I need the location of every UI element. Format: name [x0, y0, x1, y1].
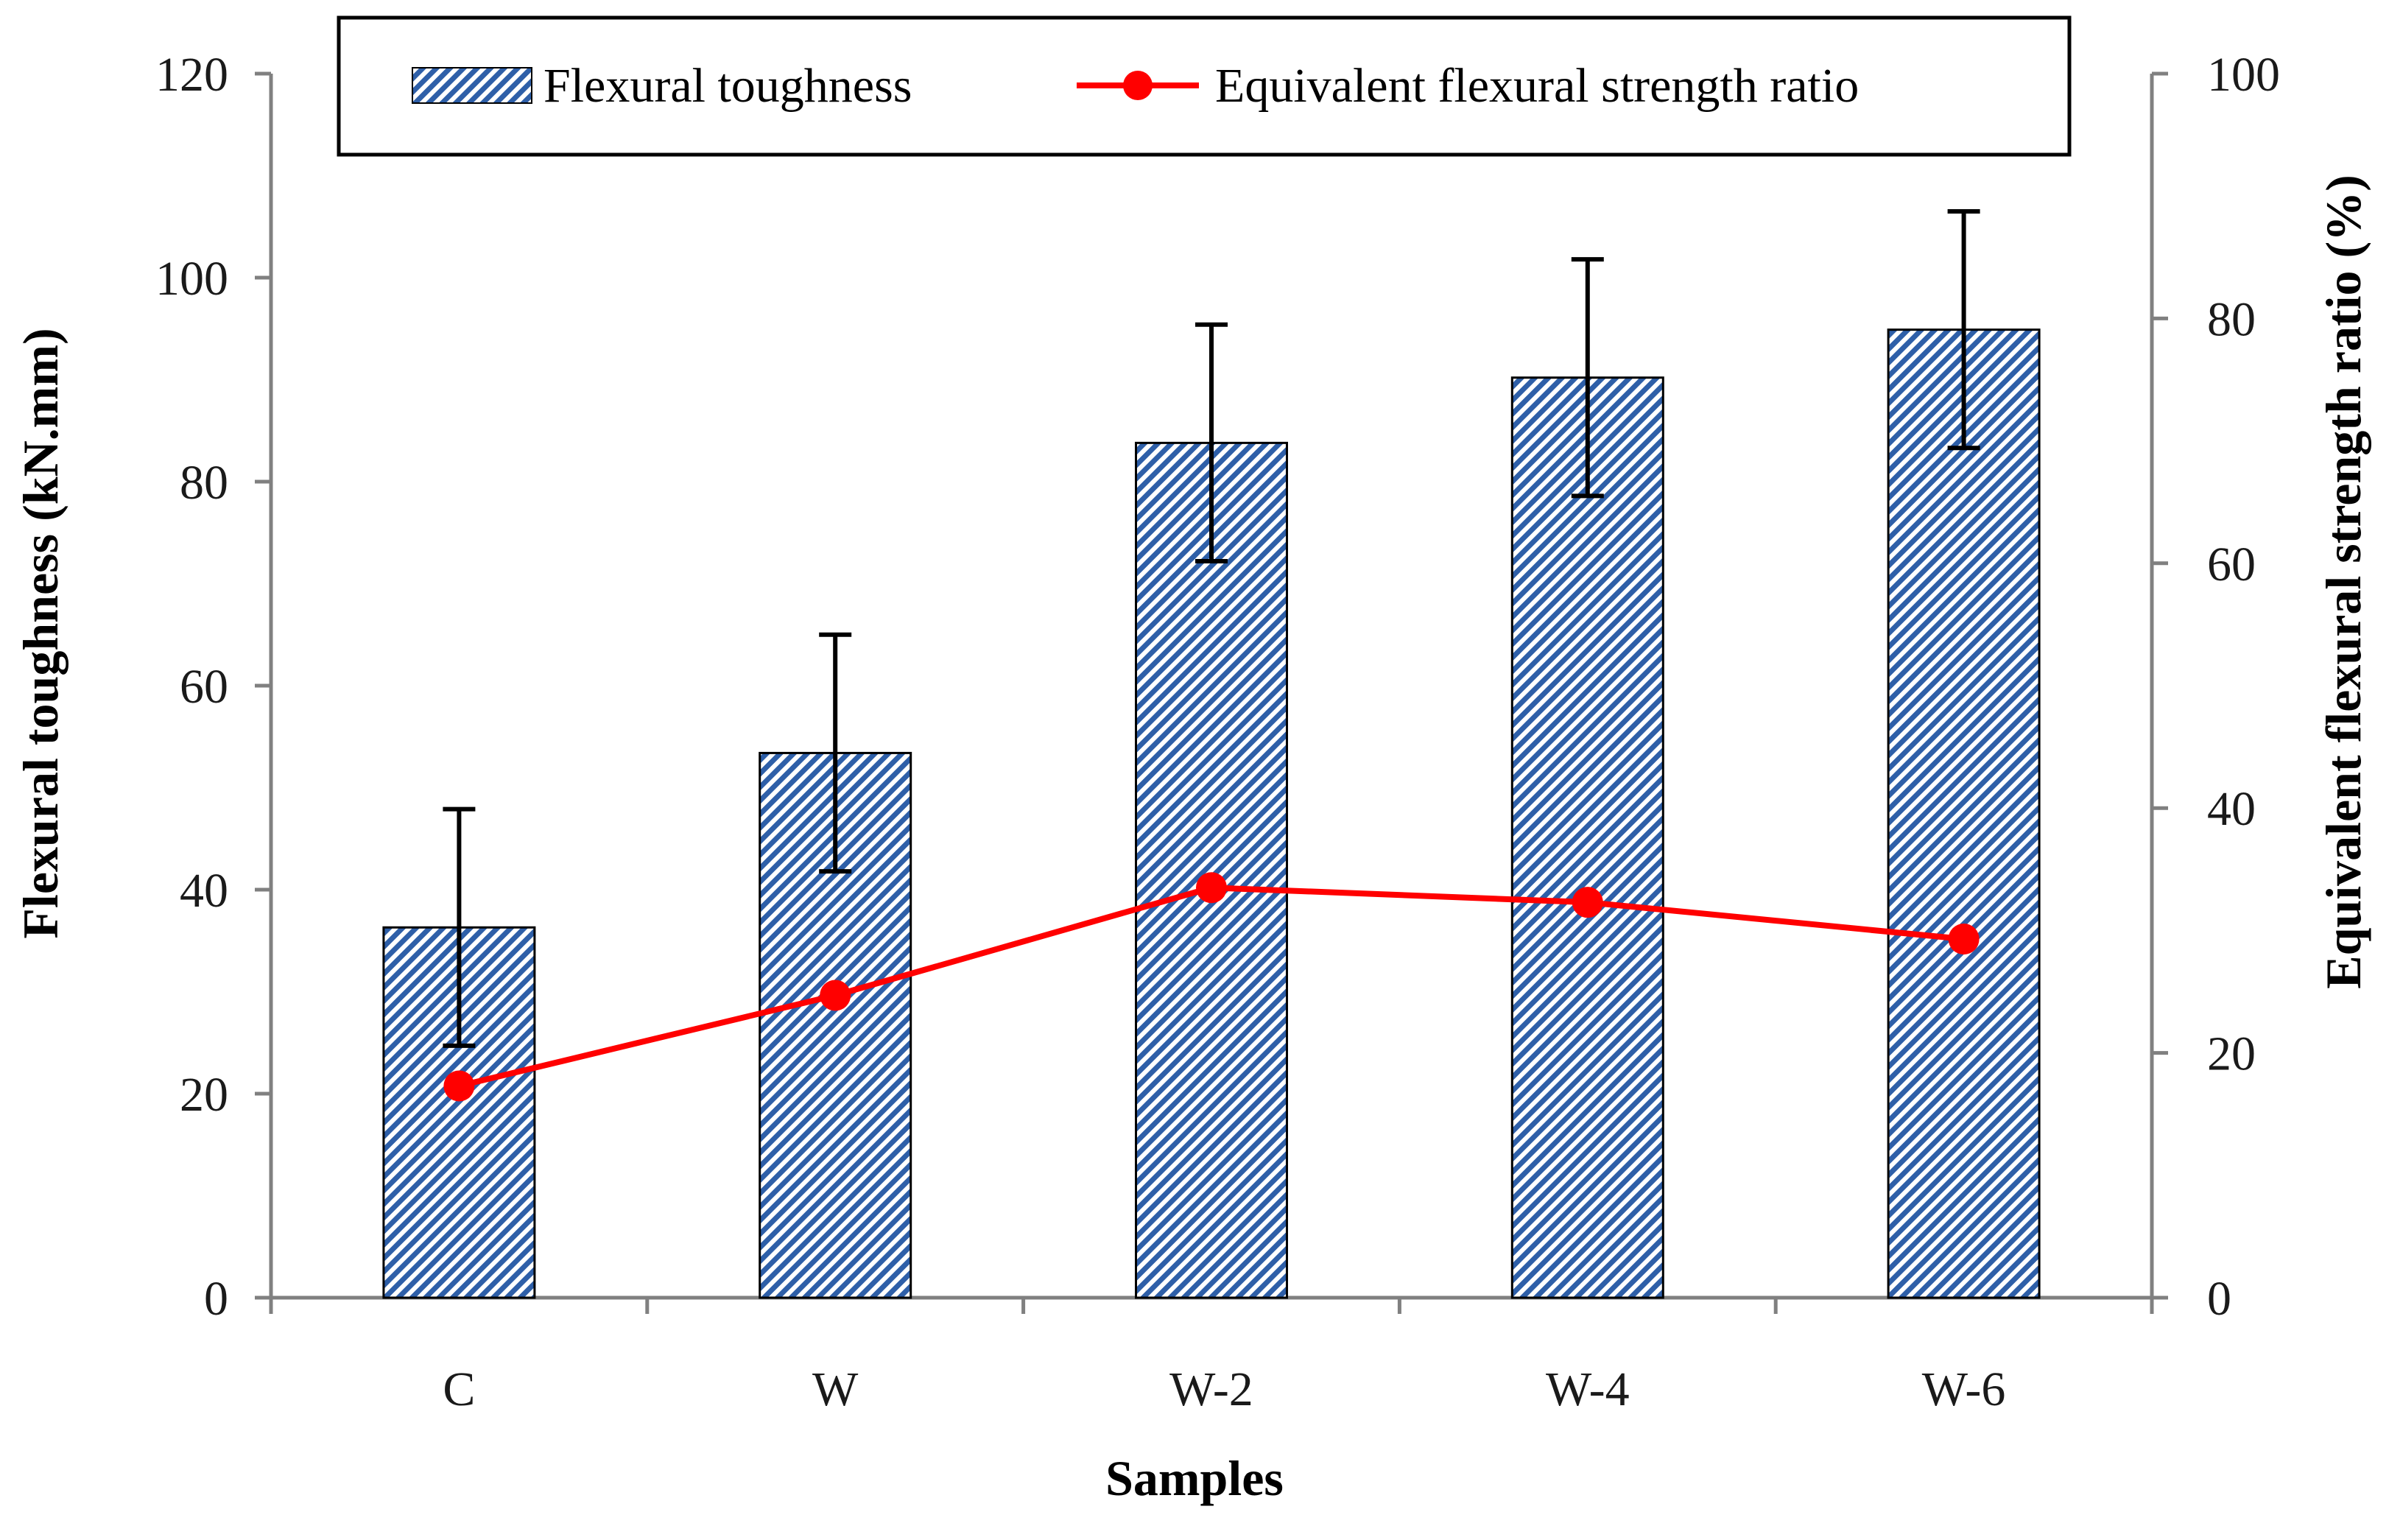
ratio-point-W-4	[1572, 887, 1603, 918]
axis-labels: 0 20 40 60 80 100 120 0 20 40 60 80 100 C W W-2 W-4 W-6	[155, 48, 2280, 1416]
y2-tick-label: 60	[2207, 538, 2256, 591]
ratio-line	[443, 872, 1980, 1102]
y-tick-label: 20	[180, 1068, 228, 1122]
legend-swatch-marker	[1123, 71, 1153, 100]
y-axis-title: Flexural toughness (kN.mm)	[13, 328, 68, 938]
error-bars	[443, 208, 1980, 1048]
y-tick-label: 100	[155, 252, 228, 306]
y2-tick-label: 100	[2207, 48, 2280, 102]
legend: Flexural toughness Equivalent flexural s…	[337, 15, 2072, 157]
y-tick-label: 60	[180, 660, 228, 714]
error-bar-W-2	[1195, 322, 1228, 564]
y-tick-label: 120	[155, 48, 228, 102]
bar-W-2	[1135, 441, 1288, 1299]
x-axis-title: Samples	[1105, 1450, 1284, 1506]
y2-axis-title: Equivalent flexural strength ratio (%)	[2315, 175, 2371, 989]
y-tick-label: 0	[204, 1272, 228, 1326]
ratio-point-W-6	[1948, 924, 1980, 955]
legend-box	[337, 15, 2072, 157]
y2-tick-label: 80	[2207, 292, 2256, 346]
x-tick-label: W	[812, 1363, 859, 1416]
error-bar-C	[443, 806, 476, 1048]
legend-label-line: Equivalent flexural strength ratio	[1215, 59, 1859, 113]
legend-swatch-bars	[412, 67, 532, 104]
error-bar-W	[819, 632, 852, 874]
bar-W-6	[1887, 328, 2041, 1299]
error-bar-W-4	[1571, 257, 1604, 499]
y-tick-label: 80	[180, 456, 228, 510]
x-tick-label: C	[443, 1363, 475, 1416]
ratio-point-W-2	[1196, 872, 1227, 904]
bars	[382, 328, 2041, 1299]
y2-tick-label: 20	[2207, 1027, 2256, 1081]
legend-label-bars: Flexural toughness	[543, 59, 912, 113]
ratio-point-C	[443, 1070, 475, 1102]
x-tick-label: W-4	[1546, 1363, 1630, 1416]
y2-tick-label: 0	[2207, 1272, 2231, 1326]
bar-W-4	[1510, 376, 1664, 1299]
x-tick-label: W-6	[1922, 1363, 2006, 1416]
ratio-point-W	[820, 980, 851, 1011]
y-tick-label: 40	[180, 864, 228, 918]
x-tick-label: W-2	[1169, 1363, 1253, 1416]
y2-tick-label: 40	[2207, 782, 2256, 836]
error-bar-W-6	[1947, 208, 1980, 451]
